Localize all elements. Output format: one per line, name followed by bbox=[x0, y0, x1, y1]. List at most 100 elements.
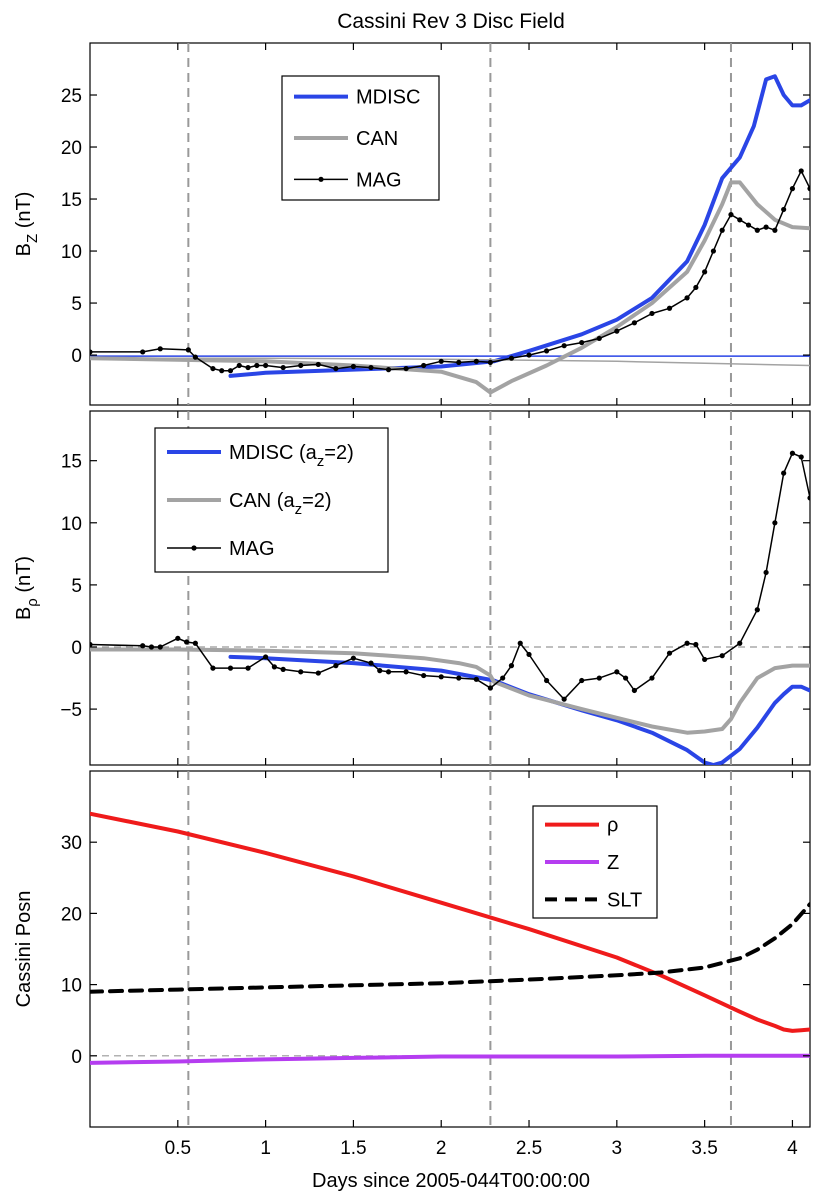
y-tick-label: 25 bbox=[61, 86, 82, 107]
data-point bbox=[157, 644, 163, 650]
y-tick-label: 0 bbox=[71, 346, 82, 367]
data-point bbox=[754, 227, 760, 233]
data-point bbox=[781, 206, 787, 213]
data-point bbox=[90, 349, 93, 355]
data-point bbox=[175, 635, 181, 641]
data-point bbox=[631, 320, 637, 326]
data-point bbox=[666, 650, 673, 656]
data-point bbox=[148, 644, 155, 650]
legend: ρZ SLT bbox=[532, 805, 658, 919]
x-tick-label: 2.5 bbox=[516, 1138, 542, 1159]
data-point bbox=[508, 663, 515, 669]
data-point bbox=[649, 310, 655, 317]
legend: MDISC CAN MAG bbox=[281, 75, 440, 201]
legend-label: MAG bbox=[356, 169, 402, 191]
data-point bbox=[526, 352, 532, 358]
legend-label: ρ bbox=[607, 815, 618, 837]
axes-box bbox=[89, 770, 811, 1128]
series-line- bbox=[90, 811, 810, 1033]
legend-label: SLT bbox=[607, 889, 642, 911]
data-point bbox=[772, 227, 778, 233]
data-point bbox=[623, 675, 629, 681]
panel-position: 0 10 20 30 0.5 1 1.5 2 2.5 3 3.5 4 Cassini Posn ρZ SLT bbox=[13, 770, 811, 1159]
data-point bbox=[350, 655, 357, 661]
data-point bbox=[517, 640, 523, 646]
data-point bbox=[280, 364, 286, 371]
data-point bbox=[298, 669, 304, 675]
data-point bbox=[763, 569, 769, 576]
x-tick-label: 3 bbox=[612, 1138, 623, 1159]
data-point bbox=[561, 696, 567, 702]
data-point bbox=[210, 665, 216, 671]
series-line-z bbox=[90, 1053, 810, 1065]
y-axis-label: BZ (nT) bbox=[13, 192, 41, 257]
data-point bbox=[807, 186, 810, 192]
data-point bbox=[227, 665, 234, 671]
data-point bbox=[781, 470, 787, 476]
data-point bbox=[183, 639, 190, 645]
data-point bbox=[737, 640, 743, 646]
y-tick-label: 0 bbox=[71, 638, 82, 659]
y-tick-label: 30 bbox=[61, 833, 82, 854]
legend-label: MAG bbox=[229, 538, 275, 560]
data-point bbox=[245, 665, 251, 671]
series-line-can-a bbox=[90, 647, 810, 735]
data-point bbox=[219, 368, 225, 374]
data-point bbox=[798, 454, 804, 460]
data-point bbox=[719, 227, 725, 233]
data-point bbox=[543, 677, 550, 684]
x-axis-label: Days since 2005-044T00:00:00 bbox=[312, 1170, 590, 1192]
data-point bbox=[377, 668, 383, 674]
x-tick-label: 2 bbox=[436, 1138, 447, 1159]
data-point bbox=[368, 364, 374, 371]
data-point bbox=[90, 641, 93, 648]
series-line-mdisc-a bbox=[228, 654, 810, 765]
data-point bbox=[596, 675, 602, 681]
data-point bbox=[438, 358, 444, 364]
data-point bbox=[666, 305, 673, 311]
data-point bbox=[500, 675, 506, 681]
y-axis-label: Cassini Posn bbox=[13, 891, 35, 1008]
legend-label: Z bbox=[607, 852, 619, 874]
data-point bbox=[185, 347, 191, 353]
data-point bbox=[403, 365, 409, 372]
data-point bbox=[763, 224, 769, 230]
x-tick-label: 3.5 bbox=[691, 1138, 717, 1159]
data-point bbox=[702, 269, 708, 275]
data-point bbox=[192, 354, 198, 360]
data-point bbox=[745, 222, 752, 228]
data-point bbox=[579, 339, 585, 346]
data-point bbox=[473, 358, 479, 364]
data-point bbox=[684, 295, 690, 301]
data-point bbox=[737, 217, 743, 223]
data-point bbox=[333, 663, 339, 669]
data-point bbox=[421, 362, 427, 369]
data-point bbox=[772, 520, 778, 526]
axes-box bbox=[89, 410, 811, 766]
panel-brho: −5 0 5 10 15 Bρ (nT) MDISC (az=2) CAN (az=2) MAG bbox=[13, 410, 811, 766]
series-line-can bbox=[90, 180, 810, 395]
data-point bbox=[227, 368, 234, 374]
data-point bbox=[140, 349, 146, 355]
y-axis-label: Bρ (nT) bbox=[13, 556, 41, 620]
data-point bbox=[526, 651, 532, 658]
data-point bbox=[210, 365, 216, 372]
x-tick-label: 1 bbox=[260, 1138, 271, 1159]
y-tick-label: 10 bbox=[61, 514, 82, 535]
data-point bbox=[728, 212, 734, 218]
data-point bbox=[614, 669, 620, 675]
data-point bbox=[456, 675, 462, 681]
data-point bbox=[614, 328, 620, 334]
data-point bbox=[631, 687, 637, 694]
data-point bbox=[487, 359, 493, 365]
data-point bbox=[236, 362, 242, 369]
data-point bbox=[807, 495, 810, 501]
data-point bbox=[263, 654, 269, 660]
data-point bbox=[579, 677, 585, 684]
y-tick-label: 15 bbox=[61, 452, 82, 473]
data-point bbox=[561, 343, 567, 349]
data-point bbox=[245, 364, 251, 371]
data-point bbox=[487, 685, 493, 691]
y-tick-label: 20 bbox=[61, 904, 82, 925]
data-point bbox=[421, 672, 427, 679]
